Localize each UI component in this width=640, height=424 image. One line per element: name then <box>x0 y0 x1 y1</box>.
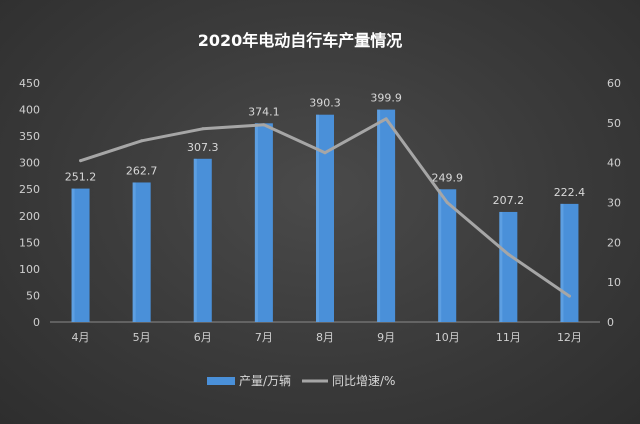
x-tick-label: 7月 <box>255 331 273 344</box>
bar-data-label: 251.2 <box>65 171 97 184</box>
bar <box>254 123 273 322</box>
bar <box>132 182 151 322</box>
bar-highlight <box>316 114 319 322</box>
chart-title: 2020年电动自行车产量情况 <box>198 31 403 50</box>
x-tick-label: 9月 <box>377 331 395 344</box>
right-tick-label: 30 <box>607 197 621 210</box>
line-series <box>79 117 571 298</box>
right-tick-label: 20 <box>607 236 621 249</box>
left-tick-label: 300 <box>19 157 40 170</box>
legend-swatch-bar <box>207 377 235 385</box>
left-tick-label: 150 <box>19 236 40 249</box>
bar-highlight <box>377 109 381 322</box>
left-tick-label: 0 <box>33 316 40 329</box>
bar <box>316 114 334 322</box>
bar-highlight <box>438 189 442 322</box>
left-axis: 0 50 100 150 200 250 300 350 400 450 <box>19 77 40 329</box>
x-tick-label: 8月 <box>316 331 334 344</box>
legend-label-bar: 产量/万辆 <box>239 374 291 388</box>
x-axis: 4月 5月 6月 7月 8月 9月 10月 11月 12月 <box>72 331 582 344</box>
x-tick-label: 10月 <box>435 331 460 344</box>
right-tick-label: 50 <box>607 117 621 130</box>
bar-data-label: 207.2 <box>493 194 525 207</box>
bar <box>438 189 457 322</box>
left-tick-label: 450 <box>19 77 40 90</box>
bar-data-label: 399.9 <box>370 92 402 105</box>
right-axis: 0 10 20 30 40 50 60 <box>607 77 621 329</box>
bar-highlight <box>132 182 136 322</box>
bar-data-labels: 251.2 262.7 307.3 374.1 390.3 399.9 249.9 207.2… <box>65 92 585 207</box>
left-tick-label: 350 <box>19 130 40 143</box>
left-tick-label: 100 <box>19 263 40 276</box>
line-point <box>506 252 510 256</box>
right-tick-label: 40 <box>607 157 621 170</box>
left-tick-label: 200 <box>19 210 40 223</box>
line-point <box>384 117 388 121</box>
bar-highlight <box>560 203 564 322</box>
x-tick-label: 4月 <box>72 331 90 344</box>
x-tick-label: 11月 <box>496 331 521 344</box>
right-tick-label: 60 <box>607 77 621 90</box>
right-tick-label: 0 <box>607 316 614 329</box>
bar-data-label: 249.9 <box>431 171 463 184</box>
bar <box>499 211 518 322</box>
line-point <box>201 127 205 131</box>
line-point <box>262 123 266 127</box>
bar-data-label: 262.7 <box>126 164 158 177</box>
line-point <box>323 151 327 155</box>
line-point <box>79 159 83 163</box>
bar-highlight <box>254 123 258 322</box>
bar <box>193 158 212 322</box>
bar-highlight <box>499 211 503 322</box>
left-tick-label: 250 <box>19 183 40 196</box>
legend: 产量/万辆 同比增速/% <box>207 374 395 388</box>
line-point <box>567 294 571 298</box>
bar <box>71 188 90 322</box>
bar-highlight <box>71 188 75 322</box>
bar-series <box>71 109 579 322</box>
right-tick-label: 10 <box>607 276 621 289</box>
bar <box>377 109 396 322</box>
x-tick-label: 12月 <box>557 331 582 344</box>
line-point <box>140 139 144 143</box>
bar-highlight <box>193 158 197 322</box>
x-tick-label: 5月 <box>133 331 151 344</box>
bar-data-label: 390.3 <box>309 97 341 110</box>
bar-data-label: 307.3 <box>187 141 219 154</box>
left-tick-label: 400 <box>19 104 40 117</box>
bar-data-label: 222.4 <box>554 186 586 199</box>
legend-label-line: 同比增速/% <box>332 374 395 388</box>
line-point <box>445 201 449 204</box>
x-tick-label: 6月 <box>194 331 212 344</box>
left-tick-label: 50 <box>26 289 40 302</box>
bar-data-label: 374.1 <box>248 105 280 118</box>
